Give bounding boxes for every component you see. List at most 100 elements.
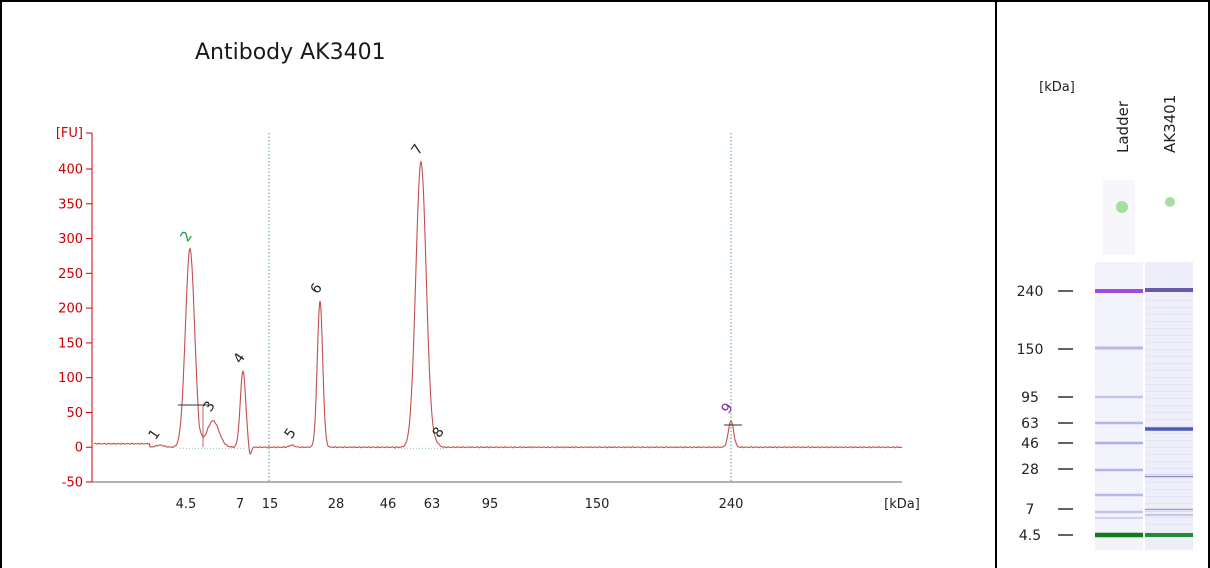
y-tick-label: 0 (75, 441, 83, 456)
sample-smear (1145, 377, 1193, 378)
x-tick-label: 95 (482, 497, 499, 512)
y-tick-label: 400 (58, 163, 83, 178)
y-tick-label: 150 (58, 336, 83, 351)
sample-smear (1145, 468, 1193, 469)
lane-label: Ladder (1114, 100, 1132, 153)
y-axis-label: [FU] (56, 126, 83, 141)
peak-label: 5 (282, 425, 300, 441)
sample-band (1145, 288, 1193, 292)
sample-smear (1145, 482, 1193, 483)
marker-label: 150 (1017, 342, 1044, 358)
marker-label: 4.5 (1019, 528, 1041, 544)
ladder-band (1095, 346, 1143, 350)
sample-smear (1145, 391, 1193, 392)
sample-smear (1145, 307, 1193, 308)
y-tick-label: 100 (58, 371, 83, 386)
panel-divider (995, 0, 997, 568)
x-tick-label: 28 (328, 497, 345, 512)
x-axis-label: [kDa] (884, 497, 920, 512)
electropherogram-trace (93, 160, 903, 455)
sample-smear (1145, 412, 1193, 413)
peak-label: 4 (231, 350, 249, 367)
sample-smear (1145, 475, 1193, 476)
sample-band (1145, 533, 1193, 537)
sample-smear (1145, 440, 1193, 441)
marker-label: 46 (1021, 436, 1039, 452)
sample-smear (1145, 503, 1193, 504)
lane-label: AK3401 (1161, 95, 1179, 153)
y-tick-label: 300 (58, 232, 83, 247)
sample-band (1145, 514, 1193, 516)
x-tick-label: 240 (719, 497, 744, 512)
sample-smear (1145, 314, 1193, 315)
y-tick-label: -50 (62, 476, 83, 491)
marker-label: 63 (1021, 416, 1039, 432)
ladder-band (1095, 289, 1143, 293)
ladder-well-dot (1116, 201, 1128, 213)
peak-annotations (178, 404, 742, 448)
chart-title: Antibody AK3401 (195, 40, 386, 65)
x-tick-label: 150 (585, 497, 610, 512)
ladder-band (1095, 468, 1143, 472)
sample-smear (1145, 524, 1193, 525)
peak-label: 6 (308, 281, 326, 298)
x-tick-label: 15 (262, 497, 279, 512)
peak-label: 8 (430, 424, 448, 440)
sample-smear (1145, 321, 1193, 322)
sample-smear (1145, 433, 1193, 434)
sample-smear (1145, 398, 1193, 399)
sample-smear (1145, 454, 1193, 455)
marker-label: 28 (1021, 462, 1039, 478)
sample-smear (1145, 510, 1193, 511)
sample-smear (1145, 300, 1193, 301)
sample-smear (1145, 426, 1193, 427)
x-tick-label: 63 (424, 497, 441, 512)
x-tick-label: 7 (236, 497, 244, 512)
peak-label: 9 (719, 400, 737, 416)
sample-smear (1145, 342, 1193, 343)
sample-smear (1145, 405, 1193, 406)
ladder-band (1095, 517, 1143, 519)
ladder-band (1095, 395, 1143, 399)
peak-label: 7 (409, 142, 427, 158)
x-tick-label: 46 (380, 497, 397, 512)
sample-smear (1145, 447, 1193, 448)
ladder-upper-haze (1103, 180, 1135, 255)
gel-image: [kDa] Ladder AK3401 240 150 95 63 46 28 7 4.5 (1017, 80, 1193, 550)
peak-label: 1 (146, 426, 164, 442)
sample-smear (1145, 363, 1193, 364)
sample-smear (1145, 419, 1193, 420)
sample-smear (1145, 349, 1193, 350)
marker-label: 7 (1026, 502, 1035, 518)
ladder-band (1095, 493, 1143, 497)
marker-label: 240 (1017, 284, 1044, 300)
ladder-band (1095, 441, 1143, 445)
marker-label: 95 (1021, 390, 1039, 406)
y-tick-label: 200 (58, 302, 83, 317)
x-tick-label: 4.5 (176, 497, 197, 512)
sample-smear (1145, 328, 1193, 329)
ladder-band (1095, 532, 1143, 538)
ladder-band (1095, 421, 1143, 425)
sample-smear (1145, 356, 1193, 357)
y-tick-label: 50 (66, 406, 83, 421)
sample-smear (1145, 517, 1193, 518)
sample-smear (1145, 489, 1193, 490)
sample-smear (1145, 496, 1193, 497)
ladder-lane-background (1095, 262, 1143, 550)
sample-smear (1145, 384, 1193, 385)
reference-lines (180, 133, 732, 482)
y-tick-label: 250 (58, 267, 83, 282)
sample-band (1145, 427, 1193, 431)
sample-smear (1145, 461, 1193, 462)
ladder-band (1095, 510, 1143, 514)
y-tick-label: 350 (58, 197, 83, 212)
gel-unit-label: [kDa] (1039, 80, 1075, 95)
sample-smear (1145, 335, 1193, 336)
sample-smear (1145, 370, 1193, 371)
sample-well-dot (1165, 197, 1175, 207)
